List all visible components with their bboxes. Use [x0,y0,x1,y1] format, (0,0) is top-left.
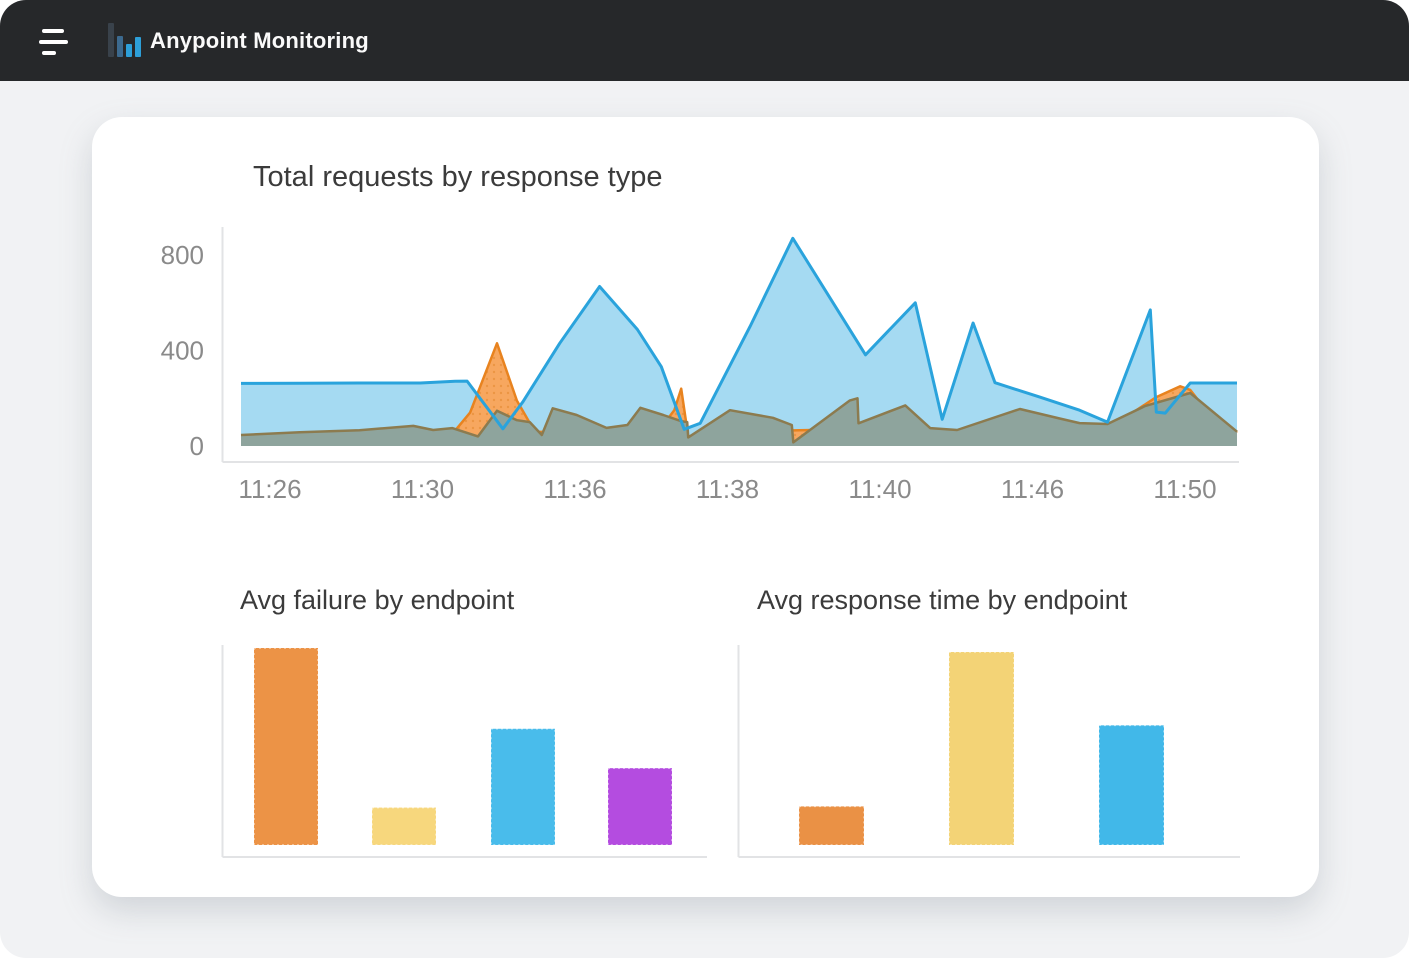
top-bar: Anypoint Monitoring [0,0,1409,81]
charts-canvas: 0 400 800 11:26 11:30 11:36 11:38 11:40 11:46 11:… [161,227,1240,858]
area-series-olive-line [240,391,1238,444]
hamburger-menu-icon[interactable] [39,29,69,55]
x-tick-label: 11:36 [543,474,606,504]
area-series-blue-fill [241,238,1237,446]
y-tick-label: 400 [161,336,204,366]
area-series-blue-line [240,236,1237,431]
bar-chart-1-title: Avg failure by endpoint [240,585,515,615]
x-tick-label: 11:50 [1153,474,1216,504]
area-series-olive-fill [241,393,1237,446]
menu-line [42,29,64,33]
bar-chart-1-bar-1 [253,647,319,846]
bar-chart-2-bar-1 [798,805,865,846]
app-title: Anypoint Monitoring [150,27,369,53]
menu-line [39,40,68,44]
bar-chart-logo-icon [108,22,144,58]
x-tick-label: 11:38 [696,474,759,504]
y-tick-label: 800 [161,240,204,270]
x-tick-label: 11:46 [1001,474,1064,504]
bar-chart-2-bar-2 [948,651,1015,846]
x-tick-label: 11:26 [238,474,301,504]
area-chart-title: Total requests by response type [253,161,663,193]
bar-chart-2-title: Avg response time by endpoint [757,585,1128,615]
bar-chart-1-bar-3 [490,728,556,846]
bar-chart-1-bar-2 [371,806,437,846]
x-tick-label: 11:30 [391,474,454,504]
y-tick-label: 0 [190,431,204,461]
x-tick-label: 11:40 [848,474,911,504]
dashboard-card: Total requests by response type Avg fail… [92,117,1319,897]
bar-chart-1-bar-4 [607,767,673,846]
bar-chart-2-bar-3 [1098,724,1165,846]
menu-line [42,51,56,55]
